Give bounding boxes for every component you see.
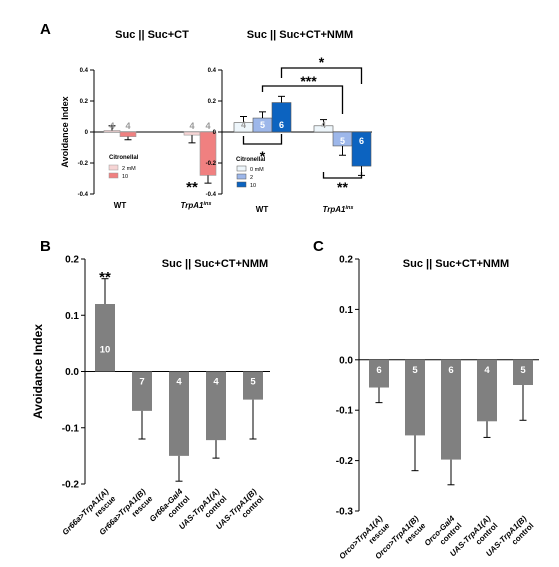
bar bbox=[369, 359, 389, 388]
bar bbox=[119, 131, 137, 137]
bar bbox=[477, 359, 497, 422]
panel-label-a: A bbox=[40, 21, 51, 38]
y-tick-label: 0.0 bbox=[339, 355, 353, 366]
category-label: Gr66a>TrpA1(A)rescue bbox=[61, 487, 118, 537]
n-label: 5 bbox=[260, 120, 265, 130]
y-tick-label: 0.2 bbox=[339, 255, 353, 266]
y-tick-label: 0.2 bbox=[208, 99, 217, 105]
group-label: TrpA1ins bbox=[323, 205, 354, 214]
group-label: WT bbox=[256, 205, 269, 214]
significance-label: * bbox=[260, 148, 266, 164]
chart-title: Suc || Suc+CT bbox=[115, 29, 189, 41]
y-tick-label: 0 bbox=[85, 130, 89, 136]
legend-title: Citronellal bbox=[236, 157, 266, 163]
significance-label: ** bbox=[99, 269, 111, 286]
y-tick-label: 0.1 bbox=[339, 305, 353, 316]
y-tick-label: 0.2 bbox=[80, 99, 89, 105]
chart-title: Suc || Suc+CT+NMM bbox=[403, 258, 509, 270]
legend-swatch bbox=[236, 181, 247, 188]
chart-title: Suc || Suc+CT+NMM bbox=[247, 29, 353, 41]
y-tick-label: -0.2 bbox=[336, 456, 354, 467]
legend-swatch bbox=[108, 172, 119, 179]
significance-label: * bbox=[319, 54, 325, 70]
n-label: 5 bbox=[250, 377, 256, 388]
significance-bracket bbox=[322, 172, 363, 179]
legend-swatch bbox=[236, 173, 247, 180]
n-label: 5 bbox=[340, 136, 345, 146]
category-label: Orco>TrpA1(A)rescue bbox=[337, 514, 391, 561]
y-tick-label: -0.2 bbox=[62, 480, 80, 491]
legend-label: 0 mM bbox=[250, 167, 264, 173]
n-label: 4 bbox=[205, 121, 210, 131]
significance-bracket bbox=[261, 85, 344, 114]
chart-title: Suc || Suc+CT+NMM bbox=[162, 258, 268, 270]
y-tick-label: 0.0 bbox=[65, 367, 79, 378]
legend-swatch bbox=[108, 164, 119, 171]
n-label: 6 bbox=[376, 365, 381, 376]
bar bbox=[132, 371, 152, 411]
n-label: 5 bbox=[412, 365, 418, 376]
bar bbox=[95, 304, 115, 372]
y-axis-label: Avoidance Index bbox=[60, 96, 70, 167]
chart-c: 0.2 0.1 0.0 -0.1 -0.2 -0.3 Suc || Suc+CT+NMM 6 O… bbox=[336, 255, 539, 561]
legend-swatch bbox=[236, 165, 247, 172]
n-label: 7 bbox=[139, 377, 144, 388]
n-label: 4 bbox=[213, 377, 219, 388]
legend-label: 10 bbox=[122, 174, 128, 180]
bar bbox=[183, 131, 201, 136]
y-axis-label: Avoidance Index bbox=[31, 324, 45, 419]
n-label: 6 bbox=[279, 120, 284, 130]
bar bbox=[206, 371, 226, 441]
y-tick-label: 0.4 bbox=[80, 68, 89, 74]
n-label: 4 bbox=[109, 121, 114, 131]
y-tick-label: -0.4 bbox=[78, 192, 89, 198]
significance-label: ** bbox=[186, 179, 198, 196]
legend-label: 10 bbox=[250, 183, 256, 189]
n-label: 4 bbox=[241, 120, 246, 130]
significance-bracket bbox=[242, 134, 283, 145]
y-tick-label: -0.3 bbox=[336, 507, 354, 518]
bar bbox=[441, 359, 461, 460]
y-tick-label: 0.4 bbox=[208, 68, 217, 74]
y-tick-label: -0.2 bbox=[78, 161, 89, 167]
y-tick-label: -0.1 bbox=[62, 423, 80, 434]
superscript: ins bbox=[346, 205, 354, 211]
legend-label: 2 mM bbox=[122, 166, 136, 172]
n-label: 4 bbox=[189, 121, 194, 131]
bar bbox=[513, 359, 533, 385]
superscript: ins bbox=[204, 201, 212, 207]
n-label: 6 bbox=[359, 136, 364, 146]
y-tick-label: -0.4 bbox=[206, 192, 217, 198]
bar bbox=[405, 359, 425, 436]
n-label: 5 bbox=[520, 365, 526, 376]
significance-bracket bbox=[280, 67, 363, 84]
panel-label-c: C bbox=[313, 238, 324, 255]
legend-title: Citronellal bbox=[109, 155, 139, 161]
group-label: WT bbox=[114, 201, 127, 210]
n-label: 4 bbox=[321, 120, 326, 130]
n-label: 4 bbox=[176, 377, 182, 388]
n-label: 6 bbox=[448, 365, 453, 376]
n-label: 4 bbox=[125, 121, 130, 131]
y-tick-label: 0.2 bbox=[65, 255, 79, 266]
significance-label: ** bbox=[337, 179, 348, 195]
significance-label: *** bbox=[300, 73, 317, 89]
y-tick-label: 0.1 bbox=[65, 311, 79, 322]
bar bbox=[169, 371, 189, 456]
n-label: 10 bbox=[100, 345, 111, 356]
y-tick-label: -0.2 bbox=[206, 161, 217, 167]
chart-b: 0.2 0.1 0.0 -0.1 -0.2 Suc || Suc+CT+NMM Avoida… bbox=[31, 255, 270, 537]
group-label: TrpA1ins bbox=[181, 201, 212, 210]
chart-a-left: Suc || Suc+CT 0.4 0.2 0 -0.2 -0.4 Avoidance In… bbox=[60, 29, 217, 210]
bar bbox=[199, 131, 217, 176]
n-label: 4 bbox=[484, 365, 490, 376]
y-tick-label: -0.1 bbox=[336, 406, 354, 417]
panel-label-b: B bbox=[40, 238, 51, 255]
y-tick-label: 0 bbox=[213, 130, 217, 136]
bar bbox=[243, 371, 263, 400]
legend-label: 2 bbox=[250, 175, 253, 181]
